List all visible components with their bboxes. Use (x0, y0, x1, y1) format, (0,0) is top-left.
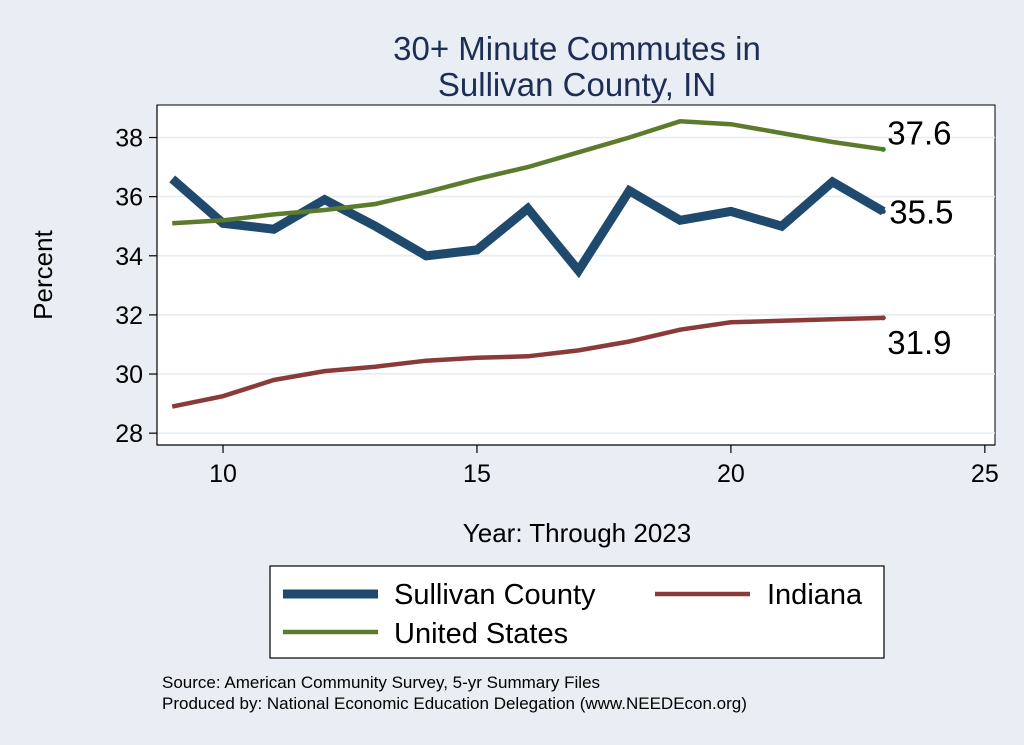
series-line-indiana (171, 315, 884, 409)
y-axis-ticks: 28 30 32 34 36 38 (115, 125, 157, 448)
end-point-united-states (880, 146, 886, 152)
x-axis-label: Year: Through 2023 (463, 518, 691, 548)
legend: Sullivan County Indiana United States (269, 565, 885, 659)
end-label-sullivan-county: 35.5 (889, 193, 953, 230)
series-lines (169, 119, 886, 409)
x-axis-ticks: 10 15 20 25 (209, 445, 999, 488)
legend-label-united-states: United States (394, 618, 568, 650)
producer-note: Produced by: National Economic Education… (162, 694, 747, 713)
y-tick-label-30: 30 (115, 361, 143, 389)
end-point-indiana (880, 315, 886, 321)
legend-label-indiana: Indiana (767, 579, 863, 611)
plot-area (156, 104, 996, 446)
series-line-sullivan-county (169, 175, 886, 279)
y-tick-label-36: 36 (115, 184, 143, 212)
y-tick-label-28: 28 (115, 420, 143, 448)
y-tick-label-32: 32 (115, 302, 143, 330)
chart-title-line-2: Sullivan County, IN (438, 66, 716, 103)
y-tick-label-38: 38 (115, 125, 143, 153)
x-tick-label-25: 25 (971, 460, 999, 488)
x-tick-label-10: 10 (209, 460, 237, 488)
end-point-sullivan-county (880, 208, 886, 214)
end-label-united-states: 37.6 (887, 114, 951, 151)
x-tick-label-15: 15 (463, 460, 491, 488)
y-axis-label: Percent (28, 229, 58, 319)
legend-label-sullivan-county: Sullivan County (394, 579, 596, 611)
series-line-united-states (172, 119, 884, 226)
chart-title-line-1: 30+ Minute Commutes in (393, 30, 761, 67)
source-note: Source: American Community Survey, 5-yr … (162, 673, 600, 692)
end-label-indiana: 31.9 (887, 324, 951, 361)
end-labels: 35.5 31.9 37.6 (887, 114, 953, 361)
y-tick-label-34: 34 (115, 243, 143, 271)
legend-box (269, 565, 885, 659)
x-tick-label-20: 20 (717, 460, 745, 488)
